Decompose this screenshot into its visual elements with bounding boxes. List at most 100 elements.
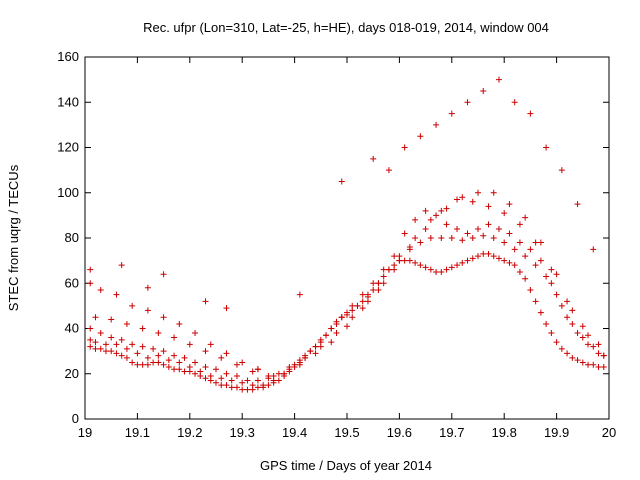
- data-point: [254, 377, 261, 384]
- data-point: [454, 196, 461, 203]
- x-tick-label: 20: [602, 425, 616, 440]
- data-point: [123, 354, 130, 361]
- data-point: [412, 235, 419, 241]
- data-point: [312, 343, 319, 350]
- data-point: [113, 291, 120, 298]
- data-point: [443, 205, 450, 212]
- data-point: [155, 352, 162, 359]
- data-point: [548, 266, 555, 273]
- data-point: [532, 298, 539, 305]
- data-point: [296, 361, 303, 368]
- data-point: [553, 339, 560, 346]
- data-point: [144, 284, 151, 291]
- y-tick-label: 140: [57, 94, 79, 109]
- data-point: [338, 178, 345, 185]
- data-point: [417, 239, 424, 246]
- data-point: [396, 257, 403, 264]
- data-point: [129, 302, 136, 309]
- data-point: [108, 348, 115, 355]
- data-point: [600, 363, 607, 370]
- x-tick-label: 19.1: [125, 425, 150, 440]
- data-point: [433, 121, 440, 128]
- data-point: [522, 253, 529, 260]
- data-point: [139, 361, 146, 368]
- y-tick-label: 40: [65, 321, 79, 336]
- data-point: [160, 271, 167, 278]
- data-point: [506, 201, 513, 208]
- data-point: [569, 354, 576, 361]
- data-point: [192, 330, 199, 337]
- x-tick-label: 19.7: [439, 425, 464, 440]
- data-point: [590, 343, 597, 350]
- data-point: [370, 287, 377, 294]
- y-axis-label: STEC from uqrg / TECUs: [6, 164, 21, 311]
- data-point: [469, 235, 476, 241]
- data-point: [527, 246, 534, 253]
- data-point: [454, 262, 461, 269]
- data-point: [186, 341, 193, 348]
- data-point: [92, 339, 99, 346]
- data-point: [139, 343, 146, 350]
- data-point: [265, 382, 272, 389]
- data-point: [87, 280, 94, 287]
- data-point: [302, 354, 309, 361]
- data-point: [97, 345, 104, 352]
- data-point: [412, 216, 419, 223]
- data-point: [270, 373, 277, 380]
- data-point: [579, 359, 586, 366]
- data-point: [328, 339, 335, 346]
- data-point: [401, 144, 408, 151]
- data-point: [558, 167, 565, 174]
- data-point: [176, 366, 183, 373]
- data-point: [155, 359, 162, 366]
- data-point: [213, 366, 219, 373]
- data-point: [144, 361, 151, 368]
- data-point: [459, 259, 466, 266]
- data-point: [171, 366, 178, 373]
- data-point: [249, 368, 256, 375]
- data-point: [218, 354, 225, 361]
- data-point: [475, 225, 481, 232]
- data-point: [218, 375, 225, 382]
- data-point: [202, 375, 209, 382]
- data-point: [495, 76, 502, 83]
- data-point: [244, 377, 251, 384]
- data-point: [558, 345, 565, 352]
- data-point: [427, 216, 434, 223]
- data-point: [181, 354, 188, 361]
- data-point: [480, 232, 487, 239]
- data-point: [223, 305, 230, 312]
- data-point: [192, 370, 199, 377]
- data-point: [464, 230, 471, 237]
- data-point: [579, 334, 586, 341]
- data-point: [590, 361, 597, 368]
- data-point: [97, 287, 104, 294]
- data-point: [97, 330, 104, 337]
- data-point: [349, 314, 356, 321]
- data-point: [522, 275, 529, 282]
- data-point: [516, 239, 523, 246]
- data-point: [558, 302, 565, 309]
- data-point: [422, 225, 429, 232]
- data-point: [532, 262, 539, 269]
- data-point: [485, 250, 492, 257]
- data-point: [433, 268, 440, 275]
- data-point: [233, 361, 240, 368]
- data-point: [228, 384, 235, 391]
- data-point: [595, 363, 602, 370]
- data-point: [406, 246, 413, 253]
- data-point: [417, 262, 424, 269]
- data-point: [197, 368, 204, 375]
- data-point: [380, 273, 387, 280]
- data-point: [490, 189, 497, 196]
- data-point: [480, 87, 487, 94]
- data-point: [239, 386, 246, 393]
- data-point: [380, 266, 387, 273]
- data-point: [537, 239, 544, 246]
- data-point: [359, 305, 366, 312]
- data-point: [129, 341, 136, 348]
- data-point: [202, 363, 209, 370]
- data-point: [333, 330, 340, 337]
- data-point: [108, 316, 115, 323]
